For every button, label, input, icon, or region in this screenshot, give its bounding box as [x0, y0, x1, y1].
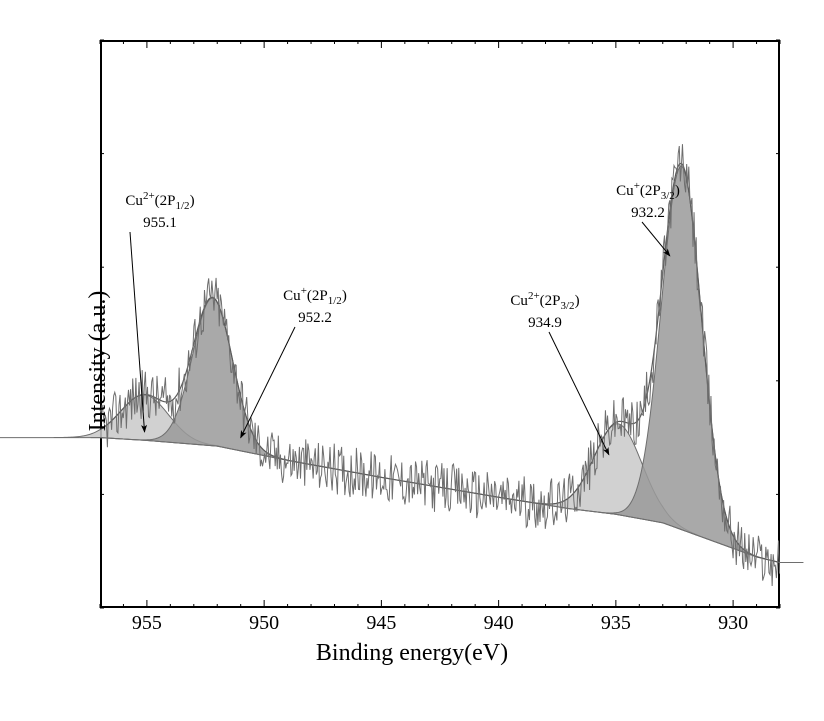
- annotation-label: Cu2+(2P3/2): [510, 293, 579, 309]
- annotation-label: Cu+(2P3/2): [616, 183, 680, 199]
- peak-annotation: Cu+(2P1/2) 952.2: [255, 285, 375, 328]
- x-tick-label: 940: [484, 612, 514, 635]
- x-tick-label: 955: [132, 612, 162, 635]
- peak-annotation: Cu2+(2P3/2) 934.9: [485, 290, 605, 333]
- peak-annotation: Cu2+(2P1/2) 955.1: [100, 190, 220, 233]
- x-axis-label: Binding energy(eV): [0, 640, 824, 667]
- annotation-label: Cu2+(2P1/2): [125, 193, 194, 209]
- x-tick-label: 945: [366, 612, 396, 635]
- annotation-value: 955.1: [143, 215, 177, 231]
- chart-svg: [0, 0, 824, 721]
- annotation-value: 952.2: [298, 310, 332, 326]
- x-tick-label: 950: [249, 612, 279, 635]
- x-tick-label: 935: [601, 612, 631, 635]
- x-tick-label: 930: [718, 612, 748, 635]
- annotation-value: 934.9: [528, 315, 562, 331]
- y-axis-label: Intensity (a.u.): [85, 290, 112, 431]
- xps-figure: Intensity (a.u.) Binding energy(eV) 955 …: [0, 0, 824, 721]
- peak-annotation: Cu+(2P3/2) 932.2: [588, 180, 708, 223]
- annotation-value: 932.2: [631, 205, 665, 221]
- annotation-label: Cu+(2P1/2): [283, 288, 347, 304]
